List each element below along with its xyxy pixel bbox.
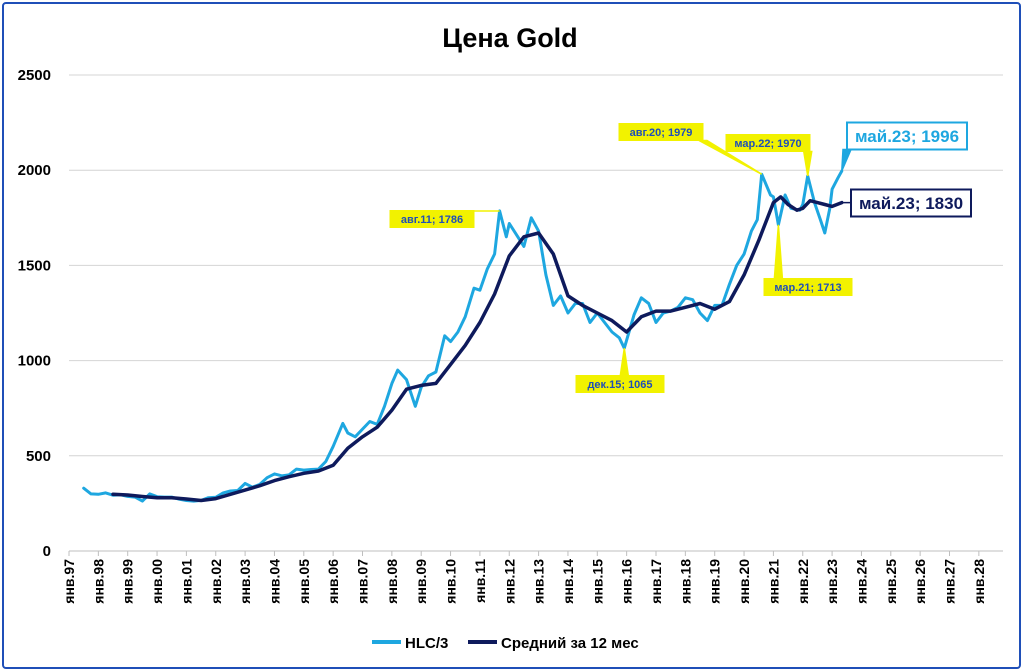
x-tick-label-24: янв.21	[765, 559, 781, 604]
x-tick-label-1: янв.98	[90, 559, 106, 604]
gridlines	[69, 74, 1003, 457]
annotation-box-1	[618, 123, 704, 141]
chart-title: Цена Gold	[442, 23, 577, 53]
x-tick-label-26: янв.23	[824, 559, 840, 604]
y-axis-ticks: 0 500 1000 1500 2000 2500	[18, 67, 51, 560]
annotation-box-4	[575, 375, 665, 393]
x-tick-label-28: янв.25	[883, 559, 899, 604]
annotation-box-6	[850, 188, 972, 218]
annotations: авг.11; 1786 авг.20; 1979 мар.22; 1970 май.…	[389, 121, 972, 393]
legend: HLC/3 Средний за 12 мес	[372, 635, 639, 652]
series-line-1	[111, 195, 844, 503]
x-tick-label-27: янв.24	[853, 559, 869, 604]
annotation-pointer-4	[619, 348, 630, 377]
x-tick-label-7: янв.04	[266, 559, 282, 604]
annotation-label-3: май.23; 1996	[855, 127, 959, 146]
annotation-label-2: мар.22; 1970	[734, 138, 801, 150]
x-tick-label-19: янв.16	[619, 559, 635, 604]
annotation-label-5: мар.21; 1713	[774, 282, 841, 294]
x-tick-label-23: янв.20	[736, 559, 752, 604]
y-tick-label-500: 500	[26, 448, 51, 465]
x-tick-label-14: янв.11	[472, 559, 488, 603]
x-tick-label-17: янв.14	[560, 559, 576, 604]
annotation-pointer-3	[841, 148, 853, 172]
annotation-pointer-5	[773, 224, 784, 280]
x-tick-label-20: янв.17	[648, 559, 664, 604]
x-tick-label-10: янв.07	[355, 559, 371, 604]
annotation-label-1: авг.20; 1979	[630, 127, 693, 139]
x-tick-label-4: янв.01	[178, 559, 194, 604]
x-tick-label-16: янв.13	[531, 559, 547, 604]
x-tick-label-22: янв.19	[707, 559, 723, 604]
annotation-label-6: май.23; 1830	[859, 194, 963, 213]
x-tick-label-6: янв.03	[237, 559, 253, 604]
x-tick-label-0: янв.97	[61, 559, 77, 604]
annotation-box-0	[389, 210, 475, 228]
annotation-label-4: дек.15; 1065	[587, 379, 652, 391]
y-tick-label-2000: 2000	[18, 162, 51, 179]
annotation-label-0: авг.11; 1786	[401, 214, 463, 226]
y-tick-label-0: 0	[43, 543, 51, 560]
x-tick-label-15: янв.12	[501, 559, 517, 604]
legend-label-ma: Средний за 12 мес	[501, 635, 639, 652]
x-tick-label-12: янв.09	[413, 559, 429, 604]
x-tick-label-2: янв.99	[120, 559, 136, 604]
x-tick-label-5: янв.02	[208, 559, 224, 604]
x-tick-label-31: янв.28	[971, 559, 987, 604]
x-tick-label-8: янв.05	[296, 559, 312, 604]
series-lines	[82, 169, 844, 503]
annotation-pointer-2	[802, 150, 813, 177]
y-tick-label-1000: 1000	[18, 353, 51, 370]
x-tick-label-9: янв.06	[325, 559, 341, 604]
y-tick-label-1500: 1500	[18, 257, 51, 274]
annotation-box-2	[725, 134, 811, 152]
x-tick-label-30: янв.27	[942, 559, 958, 604]
legend-label-hlc: HLC/3	[405, 635, 448, 652]
x-tick-label-21: янв.18	[677, 559, 693, 604]
x-tick-label-3: янв.00	[149, 559, 165, 604]
x-tick-label-11: янв.08	[384, 559, 400, 604]
x-tick-label-29: янв.26	[912, 559, 928, 604]
x-tick-label-18: янв.15	[589, 559, 605, 604]
x-axis: янв.97 янв.98 янв.99 янв.00 янв.01 янв.02 янв.…	[61, 550, 1003, 604]
annotation-box-3	[846, 121, 968, 151]
x-tick-label-13: янв.10	[443, 559, 459, 604]
x-tick-label-25: янв.22	[795, 559, 811, 604]
annotation-box-5	[763, 278, 853, 296]
y-tick-label-2500: 2500	[18, 67, 51, 84]
